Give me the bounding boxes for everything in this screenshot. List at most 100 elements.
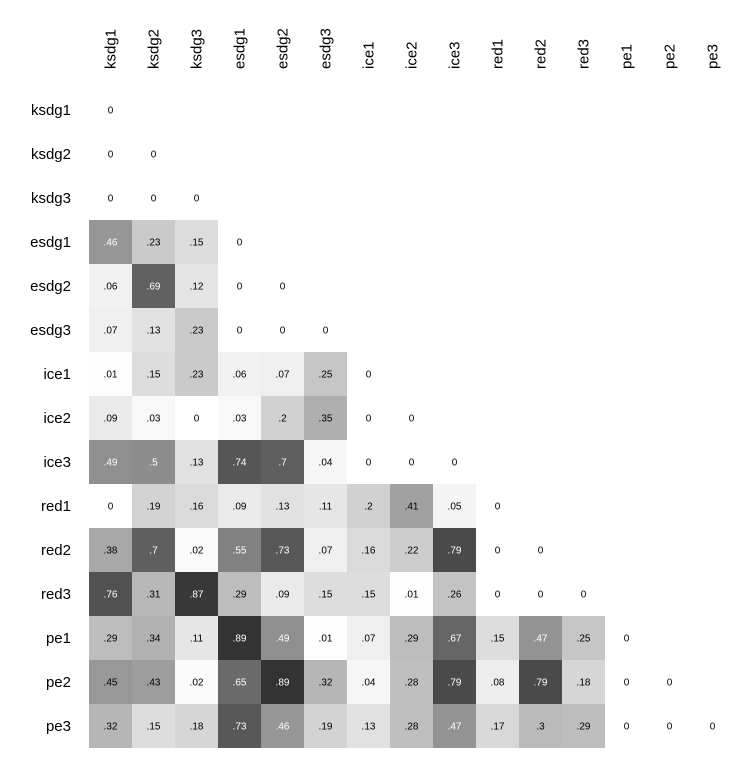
heatmap-cell [476, 704, 519, 748]
column-label-ice2: ice2 [404, 41, 421, 69]
heatmap-cell [347, 484, 390, 528]
heatmap-cell [304, 660, 347, 704]
column-label-ice3: ice3 [447, 41, 464, 69]
heatmap-cell [261, 484, 304, 528]
cell-value-label: .09 [276, 590, 290, 601]
cell-value-label: .2 [278, 414, 287, 425]
row-label-ice1: ice1 [43, 366, 71, 383]
heatmap-cell [519, 660, 562, 704]
cell-value-label: 0 [366, 458, 372, 469]
heatmap-cell [261, 352, 304, 396]
cell-value-label: .29 [577, 722, 591, 733]
cell-value-label: .25 [577, 634, 591, 645]
cell-value-label: .09 [233, 502, 247, 513]
heatmap-cell [175, 308, 218, 352]
cell-value-label: .35 [319, 414, 333, 425]
column-label-ksdg1: ksdg1 [103, 29, 120, 69]
cell-value-label: .65 [233, 678, 247, 689]
heatmap-cell [175, 660, 218, 704]
cell-value-label: .29 [233, 590, 247, 601]
cell-value-label: .12 [190, 282, 204, 293]
cell-value-label: .19 [147, 502, 161, 513]
heatmap-cell [218, 352, 261, 396]
cell-value-label: .49 [104, 458, 118, 469]
cell-value-label: .55 [233, 546, 247, 557]
heatmap-cell [89, 440, 132, 484]
heatmap-cell [433, 528, 476, 572]
cell-value-label: .01 [319, 634, 333, 645]
heatmap-cell [132, 660, 175, 704]
cell-value-label: .47 [448, 722, 462, 733]
heatmap-cell [304, 572, 347, 616]
cell-value-label: 0 [237, 238, 243, 249]
column-label-ice1: ice1 [361, 41, 378, 69]
cell-value-label: .02 [190, 678, 204, 689]
cell-value-label: .04 [319, 458, 333, 469]
cell-value-label: .49 [276, 634, 290, 645]
column-label-red3: red3 [576, 39, 593, 69]
cell-value-label: .04 [362, 678, 376, 689]
cell-value-label: .7 [278, 458, 287, 469]
heatmap-cell [390, 572, 433, 616]
heatmap-cell [132, 528, 175, 572]
cell-value-label: 0 [667, 722, 673, 733]
cell-value-label: .29 [405, 634, 419, 645]
cell-value-label: 0 [624, 722, 630, 733]
cell-value-label: .79 [534, 678, 548, 689]
heatmap-cell [89, 660, 132, 704]
cell-value-label: .13 [147, 326, 161, 337]
row-label-ice2: ice2 [43, 410, 71, 427]
cell-value-label: 0 [624, 634, 630, 645]
cell-value-label: .15 [190, 238, 204, 249]
heatmap-cell [89, 264, 132, 308]
cell-value-label: .07 [104, 326, 118, 337]
cell-value-label: .23 [190, 326, 204, 337]
cell-value-label: .89 [233, 634, 247, 645]
row-label-pe2: pe2 [46, 674, 71, 691]
heatmap-cell [175, 616, 218, 660]
row-label-red1: red1 [41, 498, 71, 515]
cell-value-label: .28 [405, 722, 419, 733]
column-label-pe3: pe3 [705, 44, 722, 69]
cell-value-label: .13 [190, 458, 204, 469]
cell-value-label: 0 [495, 546, 501, 557]
cell-value-label: 0 [151, 150, 157, 161]
heatmap-cell [390, 528, 433, 572]
cell-value-label: .74 [233, 458, 247, 469]
cell-value-label: .07 [319, 546, 333, 557]
cell-value-label: .73 [233, 722, 247, 733]
heatmap-cell [304, 704, 347, 748]
cell-value-label: 0 [151, 194, 157, 205]
heatmap-cell [304, 440, 347, 484]
cell-value-label: .11 [319, 502, 333, 513]
heatmap-cell [132, 704, 175, 748]
heatmap-cell [261, 704, 304, 748]
row-label-esdg3: esdg3 [30, 322, 71, 339]
cell-value-label: .17 [491, 722, 505, 733]
cell-value-label: .46 [276, 722, 290, 733]
column-label-esdg2: esdg2 [275, 28, 292, 69]
cell-value-label: .29 [104, 634, 118, 645]
heatmap-cell [261, 660, 304, 704]
cell-value-label: .79 [448, 546, 462, 557]
cell-value-label: 0 [237, 282, 243, 293]
heatmap-cell [218, 528, 261, 572]
cell-value-label: 0 [366, 414, 372, 425]
column-label-pe1: pe1 [619, 44, 636, 69]
heatmap-cell [218, 440, 261, 484]
heatmap-cell [132, 396, 175, 440]
cell-value-label: .15 [147, 370, 161, 381]
heatmap-cell [89, 616, 132, 660]
cell-value-label: 0 [538, 590, 544, 601]
heatmap-cell [175, 484, 218, 528]
cell-value-label: 0 [194, 194, 200, 205]
cell-value-label: .23 [190, 370, 204, 381]
cell-value-label: .16 [362, 546, 376, 557]
heatmap-cell [175, 572, 218, 616]
heatmap-cell [304, 484, 347, 528]
cell-value-label: .3 [536, 722, 545, 733]
heatmap-cell [175, 264, 218, 308]
cell-value-label: .43 [147, 678, 161, 689]
cell-value-label: .05 [448, 502, 462, 513]
cell-value-label: .15 [491, 634, 505, 645]
